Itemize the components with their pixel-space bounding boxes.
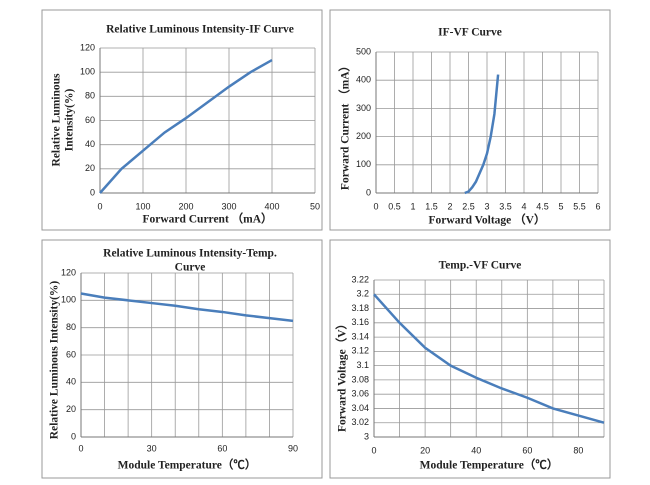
x-tick-label: 0 xyxy=(97,201,102,211)
x-tick-label: 0 xyxy=(373,201,378,211)
data-line xyxy=(373,293,605,424)
y-tick-label: 3.14 xyxy=(351,331,369,341)
x-tick-label: 4 xyxy=(521,201,526,211)
chart-title: Curve xyxy=(175,262,206,274)
x-axis-label: Module Temperature（℃） xyxy=(118,458,257,472)
y-tick-label: 3 xyxy=(364,431,369,441)
y-tick-label: 0 xyxy=(366,187,371,197)
y-tick-label: 3.12 xyxy=(351,346,369,356)
data-line xyxy=(464,74,500,195)
x-tick-label: 200 xyxy=(178,201,193,211)
y-tick-label: 300 xyxy=(356,103,371,113)
y-tick-label: 100 xyxy=(80,67,95,77)
chart-title: Relative Luminous Intensity-Temp. xyxy=(103,248,277,260)
y-tick-label: 3.1 xyxy=(356,360,369,370)
x-tick-label: 0 xyxy=(371,445,376,455)
y-tick-label: 0 xyxy=(71,431,76,441)
x-tick-label: 0 xyxy=(78,443,83,453)
x-axis-label: Forward Voltage （V） xyxy=(429,213,546,227)
y-tick-label: 0 xyxy=(90,187,95,197)
y-tick-label: 100 xyxy=(356,159,371,169)
y-tick-label: 20 xyxy=(85,163,95,173)
x-axis-label: Forward Current （mA） xyxy=(142,212,272,226)
x-tick-label: 80 xyxy=(573,445,583,455)
panel xyxy=(329,9,611,231)
y-axis-label: Intensity(%) xyxy=(64,89,76,152)
y-axis-label: Forward Current （mA） xyxy=(338,60,352,190)
x-tick-label: 60 xyxy=(217,443,227,453)
y-tick-label: 100 xyxy=(61,295,76,305)
y-tick-label: 80 xyxy=(66,322,76,332)
y-tick-label: 40 xyxy=(66,377,76,387)
x-tick-label: 2 xyxy=(447,201,452,211)
x-tick-label: 6 xyxy=(595,201,600,211)
x-tick-label: 5 xyxy=(558,201,563,211)
x-axis-label: Module Temperature（℃） xyxy=(420,458,559,472)
x-tick-label: 2.5 xyxy=(462,201,475,211)
x-tick-label: 30 xyxy=(147,443,157,453)
y-tick-label: 400 xyxy=(356,75,371,85)
chart-title: IF-VF Curve xyxy=(438,27,502,39)
chart-title: Relative Luminous Intensity-IF Curve xyxy=(106,24,294,36)
x-tick-label: 4.5 xyxy=(536,201,549,211)
y-axis-label: Forward Voltage（V） xyxy=(335,318,349,432)
y-tick-label: 40 xyxy=(85,139,95,149)
x-tick-label: 0.5 xyxy=(388,201,401,211)
y-tick-label: 120 xyxy=(80,42,95,52)
y-tick-label: 500 xyxy=(356,46,371,56)
y-tick-label: 3.08 xyxy=(351,374,369,384)
x-tick-label: 3 xyxy=(484,201,489,211)
data-line xyxy=(99,58,273,194)
x-tick-label: 1.5 xyxy=(425,201,438,211)
x-tick-label: 5.5 xyxy=(573,201,586,211)
panel xyxy=(41,239,323,479)
y-tick-label: 3.06 xyxy=(351,389,369,399)
y-tick-label: 60 xyxy=(66,349,76,359)
x-tick-label: 100 xyxy=(135,201,150,211)
x-tick-label: 1 xyxy=(410,201,415,211)
y-tick-label: 20 xyxy=(66,404,76,414)
panel xyxy=(329,239,611,479)
y-tick-label: 3.22 xyxy=(351,274,369,284)
x-tick-label: 60 xyxy=(522,445,532,455)
data-line xyxy=(80,292,294,323)
x-tick-label: 50 xyxy=(310,201,320,211)
y-tick-label: 3.2 xyxy=(356,289,369,299)
y-tick-label: 80 xyxy=(85,91,95,101)
y-axis-label: Relative Luminous xyxy=(51,73,63,166)
x-tick-label: 400 xyxy=(264,201,279,211)
y-tick-label: 60 xyxy=(85,115,95,125)
chart-title: Temp.-VF Curve xyxy=(439,260,522,272)
x-tick-label: 3.5 xyxy=(499,201,512,211)
x-tick-label: 300 xyxy=(221,201,236,211)
y-tick-label: 200 xyxy=(356,131,371,141)
y-tick-label: 3.18 xyxy=(351,303,369,313)
x-tick-label: 20 xyxy=(420,445,430,455)
y-axis-label: Relative Luminous Intensity(%) xyxy=(49,281,61,440)
x-tick-label: 90 xyxy=(288,443,298,453)
x-tick-label: 40 xyxy=(471,445,481,455)
y-tick-label: 3.16 xyxy=(351,317,369,327)
y-tick-label: 3.04 xyxy=(351,403,369,413)
y-tick-label: 120 xyxy=(61,267,76,277)
y-tick-label: 3.02 xyxy=(351,417,369,427)
